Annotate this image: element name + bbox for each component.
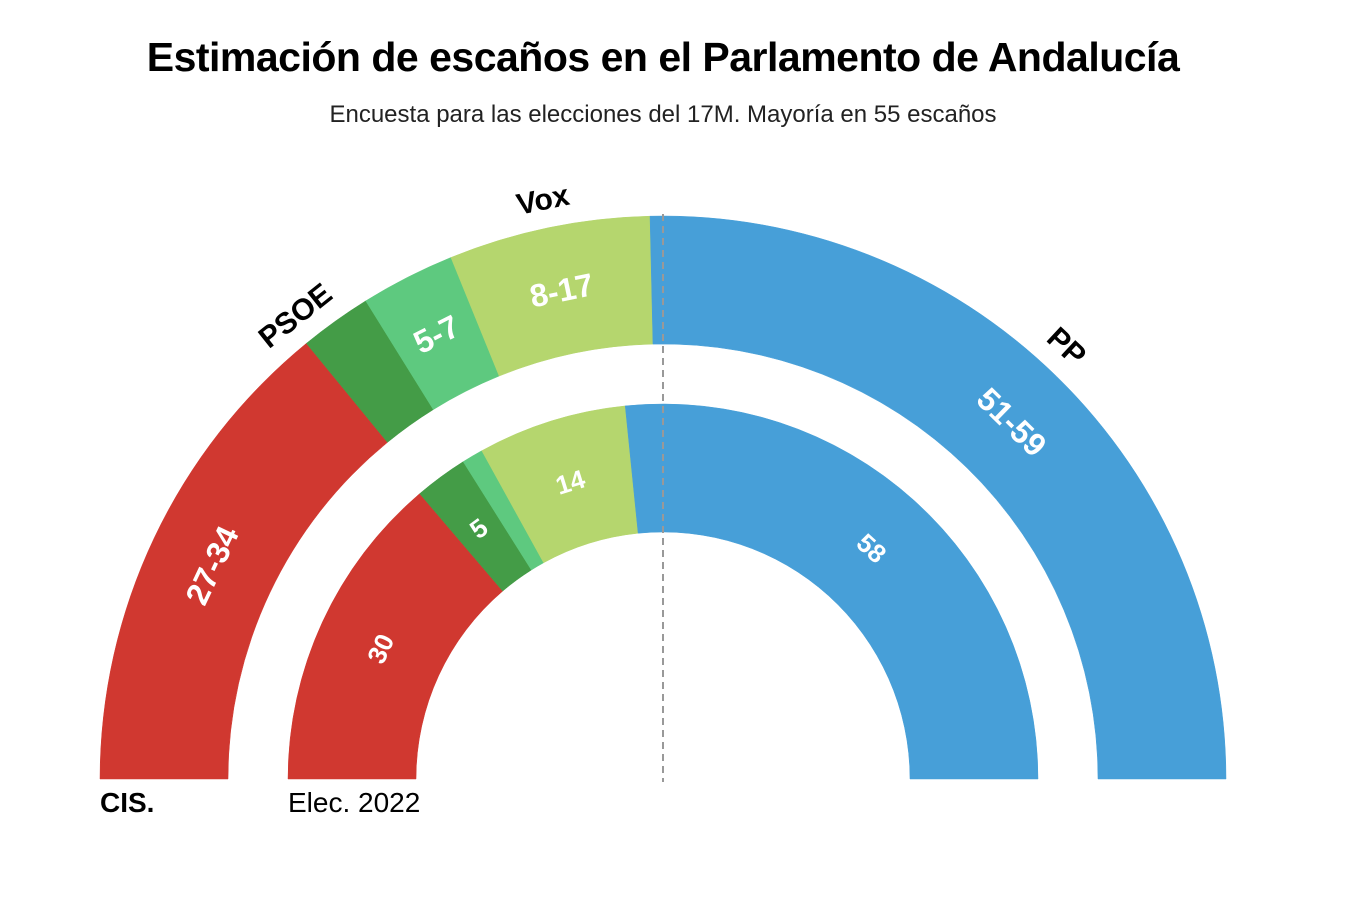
segments-group [99, 215, 1227, 780]
segment-elec-2022-pp [624, 403, 1039, 780]
segment-elec-2022-psoe [287, 493, 504, 780]
party-label-pp: PP [1040, 321, 1092, 372]
chart-title: Estimación de escaños en el Parlamento d… [146, 34, 1180, 80]
party-label-vox: Vox [514, 179, 573, 222]
ring-label-cis: CIS. [100, 787, 155, 818]
ring-label-2022: Elec. 2022 [288, 787, 421, 818]
segment-cis-pp [649, 215, 1227, 780]
chart-subtitle: Encuesta para las elecciones del 17M. Ma… [329, 101, 997, 128]
